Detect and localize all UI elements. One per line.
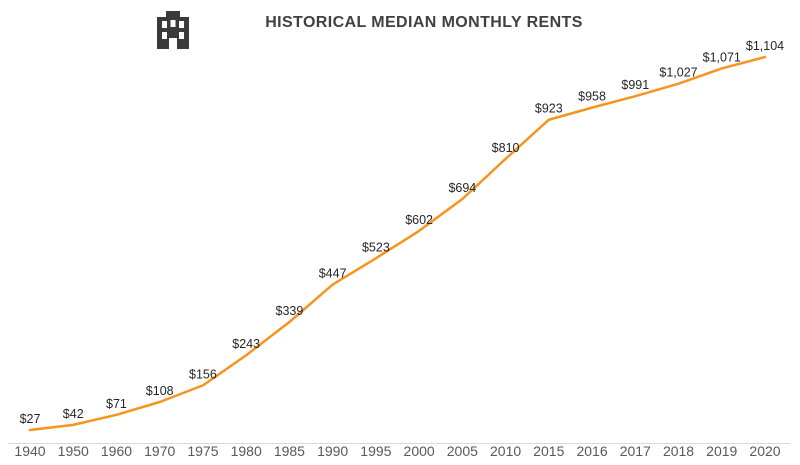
- x-axis-label: 1960: [101, 443, 132, 459]
- data-point-label: $991: [621, 78, 649, 92]
- x-axis-label: 2020: [749, 443, 780, 459]
- data-point-label: $810: [492, 141, 520, 155]
- x-axis-label: 2005: [447, 443, 478, 459]
- data-point-label: $447: [319, 267, 347, 281]
- x-axis-label: 2015: [533, 443, 564, 459]
- x-axis-label: 2019: [706, 443, 737, 459]
- x-axis-label: 2017: [620, 443, 651, 459]
- x-axis-label: 2000: [404, 443, 435, 459]
- data-point-label: $523: [362, 240, 390, 254]
- data-point-label: $27: [20, 412, 41, 426]
- data-point-label: $339: [276, 304, 304, 318]
- data-point-label: $1,104: [746, 39, 784, 53]
- x-axis-label: 1975: [187, 443, 218, 459]
- data-point-label: $694: [448, 181, 476, 195]
- data-point-label: $108: [146, 384, 174, 398]
- data-point-label: $42: [63, 407, 84, 421]
- x-axis-label: 1950: [58, 443, 89, 459]
- x-axis-label: 1980: [231, 443, 262, 459]
- data-point-label: $1,027: [659, 66, 697, 80]
- x-axis-label: 1970: [144, 443, 175, 459]
- x-axis-label: 1990: [317, 443, 348, 459]
- data-point-label: $243: [232, 337, 260, 351]
- x-axis-label: 2016: [576, 443, 607, 459]
- data-point-label: $156: [189, 367, 217, 381]
- data-point-label: $71: [106, 397, 127, 411]
- data-point-label: $602: [405, 213, 433, 227]
- x-axis-label: 1995: [360, 443, 391, 459]
- x-axis-label: 2018: [663, 443, 694, 459]
- x-axis-label: 2010: [490, 443, 521, 459]
- data-point-label: $1,071: [703, 50, 741, 64]
- data-point-label: $923: [535, 102, 563, 116]
- x-axis-label: 1940: [14, 443, 45, 459]
- x-axis-label: 1985: [274, 443, 305, 459]
- data-point-label: $958: [578, 90, 606, 104]
- rent-line-series: [28, 55, 767, 432]
